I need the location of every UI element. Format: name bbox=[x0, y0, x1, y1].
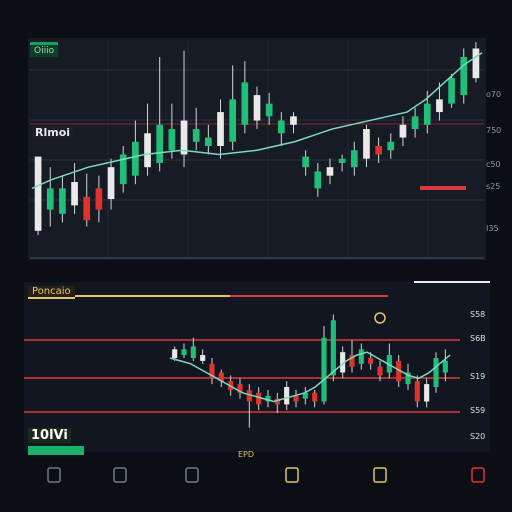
candle-body bbox=[274, 398, 280, 405]
candle-body bbox=[399, 124, 407, 138]
candle-body bbox=[95, 188, 103, 210]
candle-body bbox=[265, 395, 271, 402]
candle-body bbox=[229, 99, 237, 142]
candle-body bbox=[321, 337, 327, 402]
candle-body bbox=[340, 352, 346, 373]
candle-body bbox=[107, 167, 115, 199]
candle-body bbox=[411, 116, 419, 130]
square-marker-icon bbox=[471, 467, 485, 483]
candle-body bbox=[414, 381, 420, 402]
candle-body bbox=[442, 360, 448, 373]
candle-body bbox=[192, 129, 200, 142]
candle-body bbox=[330, 320, 336, 376]
square-marker-icon bbox=[47, 467, 61, 483]
right-axis-bottom-label: S6B bbox=[470, 334, 486, 343]
candle-body bbox=[293, 395, 299, 402]
bottom-panel bbox=[24, 282, 490, 452]
right-axis-bottom-label: S58 bbox=[470, 310, 486, 319]
candle-body bbox=[168, 129, 176, 151]
candle-body bbox=[217, 112, 224, 146]
candle-body bbox=[436, 99, 443, 113]
candle-body bbox=[396, 360, 402, 382]
candle-body bbox=[460, 56, 468, 96]
right-axis-top-label: 750 bbox=[486, 126, 502, 135]
square-marker-icon bbox=[373, 467, 387, 483]
candle-body bbox=[256, 392, 262, 405]
candle-body bbox=[338, 158, 346, 163]
candle-body bbox=[265, 103, 273, 117]
candle-body bbox=[405, 372, 411, 385]
candle-body bbox=[71, 182, 78, 206]
candle-body bbox=[312, 392, 318, 402]
trend-line bbox=[31, 52, 483, 190]
top-price-label: Rlmoi bbox=[32, 126, 74, 139]
candle-body bbox=[119, 154, 127, 185]
right-axis-bottom-label: S19 bbox=[470, 372, 486, 381]
candle-body bbox=[423, 103, 431, 125]
x-axis-label: EPD bbox=[238, 450, 255, 459]
candle-body bbox=[375, 146, 382, 155]
right-axis-bottom-label: S20 bbox=[470, 432, 486, 441]
candle-body bbox=[377, 366, 383, 376]
right-axis-top-label: I35 bbox=[486, 224, 499, 233]
candle-body bbox=[237, 384, 243, 393]
bottom-price-label: 10lVi bbox=[28, 428, 71, 443]
candle-body bbox=[218, 372, 224, 382]
candle-body bbox=[205, 137, 212, 146]
candle-body bbox=[387, 141, 395, 151]
candle-body bbox=[314, 171, 322, 189]
candle-body bbox=[424, 384, 430, 402]
candle-body bbox=[200, 355, 206, 361]
candle-body bbox=[190, 346, 196, 358]
candle-body bbox=[290, 116, 297, 125]
candle-body bbox=[302, 156, 309, 168]
candle-body bbox=[34, 156, 42, 231]
right-axis-top-label: c50 bbox=[486, 160, 501, 169]
candle-body bbox=[59, 188, 66, 214]
right-axis-top-label: s25 bbox=[486, 182, 501, 191]
candle-body bbox=[363, 129, 370, 159]
candle-body bbox=[433, 358, 439, 387]
candle-body bbox=[284, 387, 290, 405]
symbol-label[interactable]: Oiiio bbox=[30, 42, 59, 57]
trend-line bbox=[169, 351, 451, 403]
candle-body bbox=[46, 188, 54, 210]
candle-body bbox=[132, 141, 139, 176]
lock-icon bbox=[374, 312, 386, 324]
top-panel bbox=[28, 38, 486, 260]
square-marker-icon bbox=[113, 467, 127, 483]
marker-bar bbox=[420, 186, 466, 190]
right-axis-top-label: o70 bbox=[486, 90, 502, 99]
candle-body bbox=[253, 95, 261, 121]
bottom-chart bbox=[169, 314, 451, 428]
candle-body bbox=[350, 150, 358, 168]
candle-body bbox=[358, 349, 364, 364]
square-marker-icon bbox=[285, 467, 299, 483]
candle-body bbox=[302, 392, 308, 399]
candle-body bbox=[277, 120, 285, 134]
right-axis-bottom-label: S59 bbox=[470, 406, 486, 415]
candle-body bbox=[241, 82, 249, 125]
candle-body bbox=[144, 133, 151, 168]
candle-body bbox=[83, 196, 91, 221]
candle-body bbox=[209, 363, 215, 379]
bottom-chart-label[interactable]: Poncaio bbox=[28, 286, 75, 299]
bottom-price-bar bbox=[28, 446, 84, 455]
candle-body bbox=[448, 78, 455, 104]
candle-body bbox=[180, 120, 188, 155]
candle-body bbox=[349, 355, 355, 367]
candle-body bbox=[472, 48, 480, 79]
candle-body bbox=[172, 349, 178, 358]
top-chart bbox=[31, 42, 483, 236]
candle-body bbox=[368, 358, 374, 364]
candle-body bbox=[246, 389, 252, 402]
candle-body bbox=[181, 349, 187, 356]
candle-body bbox=[156, 124, 164, 163]
candle-body bbox=[386, 355, 392, 373]
square-marker-icon bbox=[185, 467, 199, 483]
candle-body bbox=[326, 167, 334, 176]
